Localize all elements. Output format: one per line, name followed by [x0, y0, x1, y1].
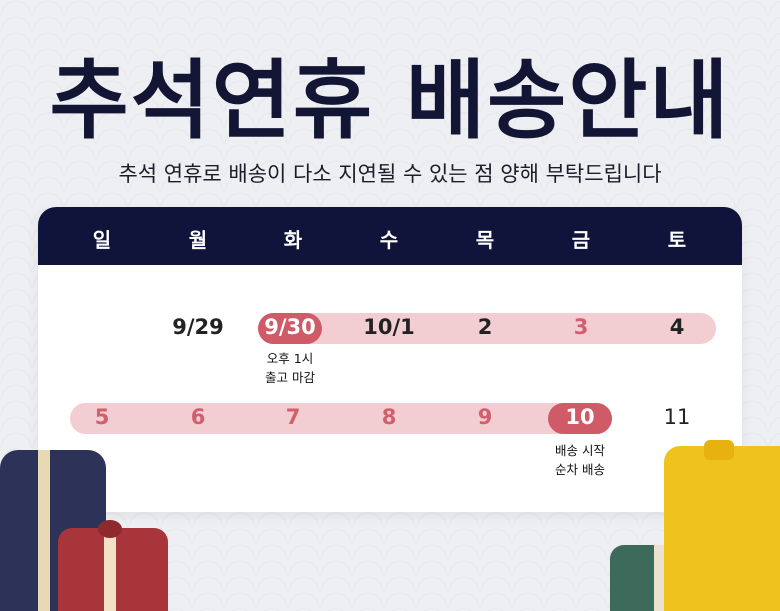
day: 2	[477, 315, 493, 339]
day: 5	[94, 405, 110, 429]
page-title: 추석연휴 배송안내	[49, 51, 731, 151]
holiday-bar-week2	[70, 403, 612, 434]
weekday-tue: 화	[283, 228, 303, 252]
holiday-bar-week1	[258, 313, 716, 344]
weekday-sat: 토	[667, 228, 687, 252]
day: 7	[285, 405, 301, 429]
subtitle: 추석 연휴로 배송이 다소 지연될 수 있는 점 양해 부탁드립니다	[118, 162, 662, 186]
gift-bundle-red-icon	[58, 520, 168, 611]
weekday-thu: 목	[475, 228, 495, 252]
day: 9/30	[264, 315, 316, 339]
shipping-start-note: 배송 시작 순차 배송	[555, 443, 605, 477]
weekday-header: 일 월 화 수 목 금 토	[38, 207, 742, 265]
day: 3	[573, 315, 589, 339]
day: 9/29	[172, 315, 224, 339]
cutoff-note: 오후 1시 출고 마감	[265, 351, 315, 385]
weekday-wed: 수	[379, 228, 399, 252]
gift-bundle-yellow-icon	[664, 440, 780, 611]
weekday-sun: 일	[92, 228, 112, 252]
shipping-start-highlight	[548, 403, 612, 434]
day: 6	[190, 405, 206, 429]
weekday-mon: 월	[188, 228, 208, 252]
calendar-card: 일 월 화 수 목 금 토 9/29 9/30 10/1 2 3 4 오후 1시…	[38, 207, 742, 512]
day: 4	[669, 315, 685, 339]
day: 10/1	[363, 315, 415, 339]
day: 9	[477, 405, 493, 429]
day: 10	[565, 405, 595, 429]
day: 8	[381, 405, 397, 429]
day: 11	[663, 405, 691, 429]
weekday-fri: 금	[571, 228, 591, 252]
cutoff-highlight	[258, 313, 322, 344]
